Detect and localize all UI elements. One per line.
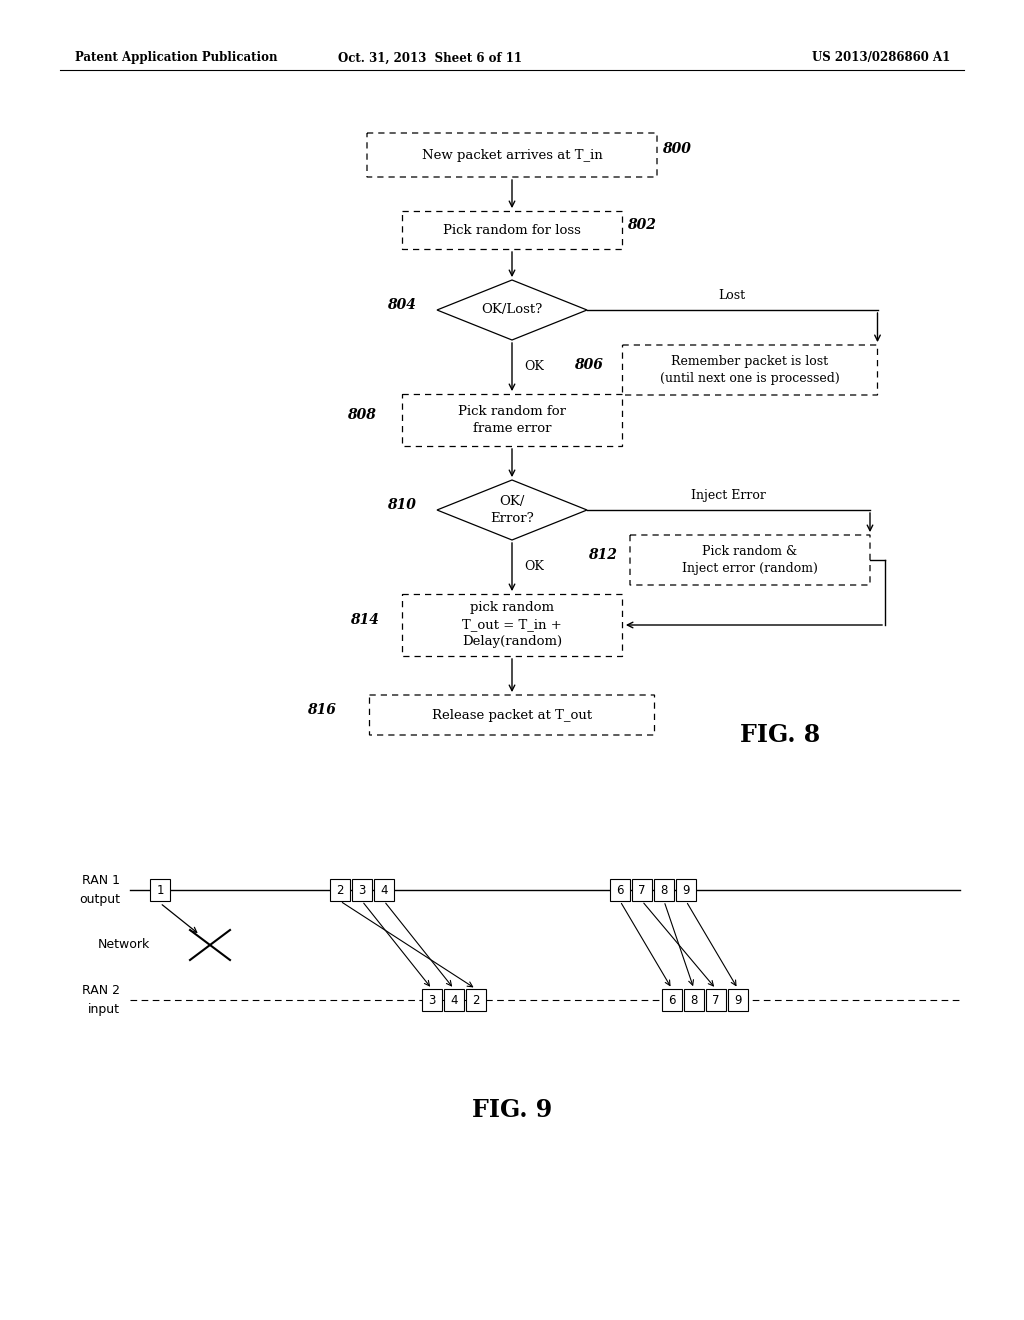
Bar <box>352 879 372 902</box>
Text: 7: 7 <box>638 883 646 896</box>
Bar <box>374 879 394 902</box>
Text: 8: 8 <box>690 994 697 1006</box>
Text: Pick random &
Inject error (random): Pick random & Inject error (random) <box>682 545 818 576</box>
Text: 4: 4 <box>451 994 458 1006</box>
Text: FIG. 9: FIG. 9 <box>472 1098 552 1122</box>
Text: RAN 2: RAN 2 <box>82 985 120 998</box>
Bar <box>402 393 622 446</box>
Text: 9: 9 <box>734 994 741 1006</box>
Text: 6: 6 <box>669 994 676 1006</box>
Text: 816: 816 <box>307 704 336 717</box>
Bar <box>632 879 652 902</box>
Text: FIG. 8: FIG. 8 <box>740 723 820 747</box>
Text: OK: OK <box>524 360 544 374</box>
FancyBboxPatch shape <box>370 696 654 735</box>
Text: Release packet at T_out: Release packet at T_out <box>432 709 592 722</box>
Text: OK/Lost?: OK/Lost? <box>481 304 543 317</box>
Bar <box>402 594 622 656</box>
Text: Network: Network <box>97 939 150 952</box>
Text: 3: 3 <box>428 994 435 1006</box>
Text: pick random
T_out = T_in +
Delay(random): pick random T_out = T_in + Delay(random) <box>462 602 562 648</box>
FancyBboxPatch shape <box>623 345 878 395</box>
Text: 3: 3 <box>358 883 366 896</box>
Bar <box>444 989 464 1011</box>
Text: Inject Error: Inject Error <box>691 488 766 502</box>
Text: 806: 806 <box>574 358 603 372</box>
Text: Patent Application Publication: Patent Application Publication <box>75 51 278 65</box>
Bar <box>402 211 622 249</box>
Polygon shape <box>437 480 587 540</box>
Text: New packet arrives at T_in: New packet arrives at T_in <box>422 149 602 161</box>
Text: Pick random for
frame error: Pick random for frame error <box>458 405 566 436</box>
Text: US 2013/0286860 A1: US 2013/0286860 A1 <box>812 51 950 65</box>
Text: 4: 4 <box>380 883 388 896</box>
Text: input: input <box>88 1002 120 1015</box>
Text: 804: 804 <box>387 298 416 312</box>
Text: output: output <box>79 892 120 906</box>
Text: RAN 1: RAN 1 <box>82 874 120 887</box>
Text: 812: 812 <box>588 548 616 562</box>
Text: Remember packet is lost
(until next one is processed): Remember packet is lost (until next one … <box>660 355 840 385</box>
Bar <box>728 989 748 1011</box>
FancyBboxPatch shape <box>630 535 870 585</box>
Bar <box>662 989 682 1011</box>
Text: 800: 800 <box>662 143 691 156</box>
Text: 8: 8 <box>660 883 668 896</box>
Text: 810: 810 <box>387 498 416 512</box>
Bar <box>706 989 726 1011</box>
Text: OK: OK <box>524 561 544 573</box>
Polygon shape <box>437 280 587 341</box>
Bar <box>654 879 674 902</box>
Bar <box>466 989 486 1011</box>
Text: 6: 6 <box>616 883 624 896</box>
Text: OK/
Error?: OK/ Error? <box>490 495 534 524</box>
Text: 802: 802 <box>627 218 656 232</box>
Bar <box>150 879 170 902</box>
Text: 1: 1 <box>157 883 164 896</box>
Text: 814: 814 <box>350 612 379 627</box>
FancyBboxPatch shape <box>367 133 657 177</box>
Text: 2: 2 <box>472 994 480 1006</box>
Text: Oct. 31, 2013  Sheet 6 of 11: Oct. 31, 2013 Sheet 6 of 11 <box>338 51 522 65</box>
Bar <box>684 989 705 1011</box>
Bar <box>610 879 630 902</box>
Bar <box>330 879 350 902</box>
Text: 7: 7 <box>713 994 720 1006</box>
Text: Pick random for loss: Pick random for loss <box>443 223 581 236</box>
Text: Lost: Lost <box>719 289 745 302</box>
Text: 9: 9 <box>682 883 690 896</box>
Text: 2: 2 <box>336 883 344 896</box>
Bar <box>422 989 442 1011</box>
Text: 808: 808 <box>347 408 376 422</box>
Bar <box>676 879 696 902</box>
